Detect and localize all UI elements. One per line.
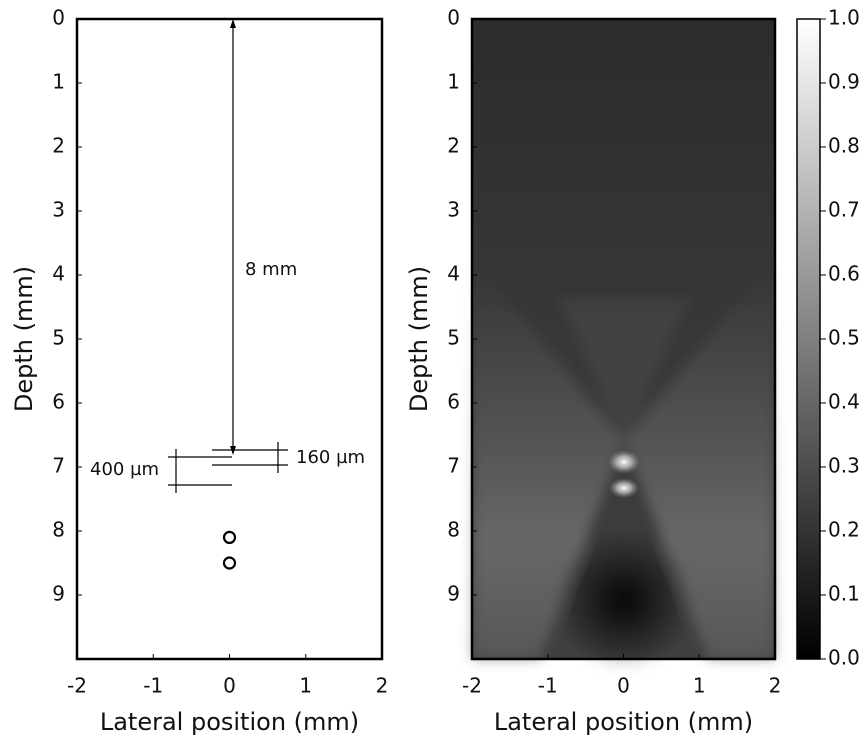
y-tick-label: 4 [447,262,460,286]
colorbar-tick-label: 0.2 [828,518,860,542]
x-tick-label: 0 [617,674,630,698]
y-axis-label: Depth (mm) [405,266,433,412]
x-tick-label: 1 [299,674,312,698]
y-tick-label: 2 [52,134,65,158]
y-tick-label: 9 [52,582,65,606]
y-tick-label: 1 [447,70,460,94]
colorbar-tick-label: 0.5 [828,326,860,350]
x-tick-label: 2 [769,674,782,698]
colorbar-tick-label: 0.6 [828,262,860,286]
y-tick-label: 8 [52,518,65,542]
y-tick-label: 0 [447,6,460,30]
point [222,556,237,570]
plot-frame [75,17,384,661]
y-tick-label: 6 [447,390,460,414]
x-tick-label: -1 [538,674,558,698]
colorbar-tick-label: 0.8 [828,134,860,158]
point [222,530,237,545]
x-tick-label: -2 [67,674,87,698]
colorbar-tick-label: 0.4 [828,390,860,414]
y-tick-label: 3 [52,198,65,222]
y-axis-label: Depth (mm) [10,266,38,412]
y-tick-label: 8 [447,518,460,542]
colorbar-tick-label: 0.1 [828,582,860,606]
heatmap-image [472,19,775,670]
x-tick-label: -1 [143,674,163,698]
colorbar-tick-label: 0.3 [828,454,860,478]
colorbar-tick-label: 0.0 [828,646,860,670]
x-tick-label: 1 [693,674,706,698]
y-tick-label: 9 [447,582,460,606]
y-tick-label: 6 [52,390,65,414]
dimension-lines [168,19,288,493]
x-tick-label: 2 [376,674,389,698]
y-tick-label: 0 [52,6,65,30]
y-tick-label: 4 [52,262,65,286]
y-tick-label: 7 [447,454,460,478]
y-tick-label: 2 [447,134,460,158]
colorbar-tick-label: 0.7 [828,198,860,222]
x-tick-label: 0 [223,674,236,698]
annotation: 8 mm [245,259,297,280]
x-axis-label: Lateral position (mm) [100,708,359,736]
colorbar-tick-label: 0.9 [828,70,860,94]
y-tick-label: 1 [52,70,65,94]
y-tick-label: 5 [52,326,65,350]
colorbar [796,18,821,660]
y-tick-label: 7 [52,454,65,478]
x-axis-label: Lateral position (mm) [494,708,753,736]
y-tick-label: 3 [447,198,460,222]
colorbar-tick-label: 1.0 [828,6,860,30]
annotation: 400 µm [90,459,159,480]
x-tick-label: -2 [462,674,482,698]
annotation: 160 µm [296,447,365,468]
y-tick-label: 5 [447,326,460,350]
